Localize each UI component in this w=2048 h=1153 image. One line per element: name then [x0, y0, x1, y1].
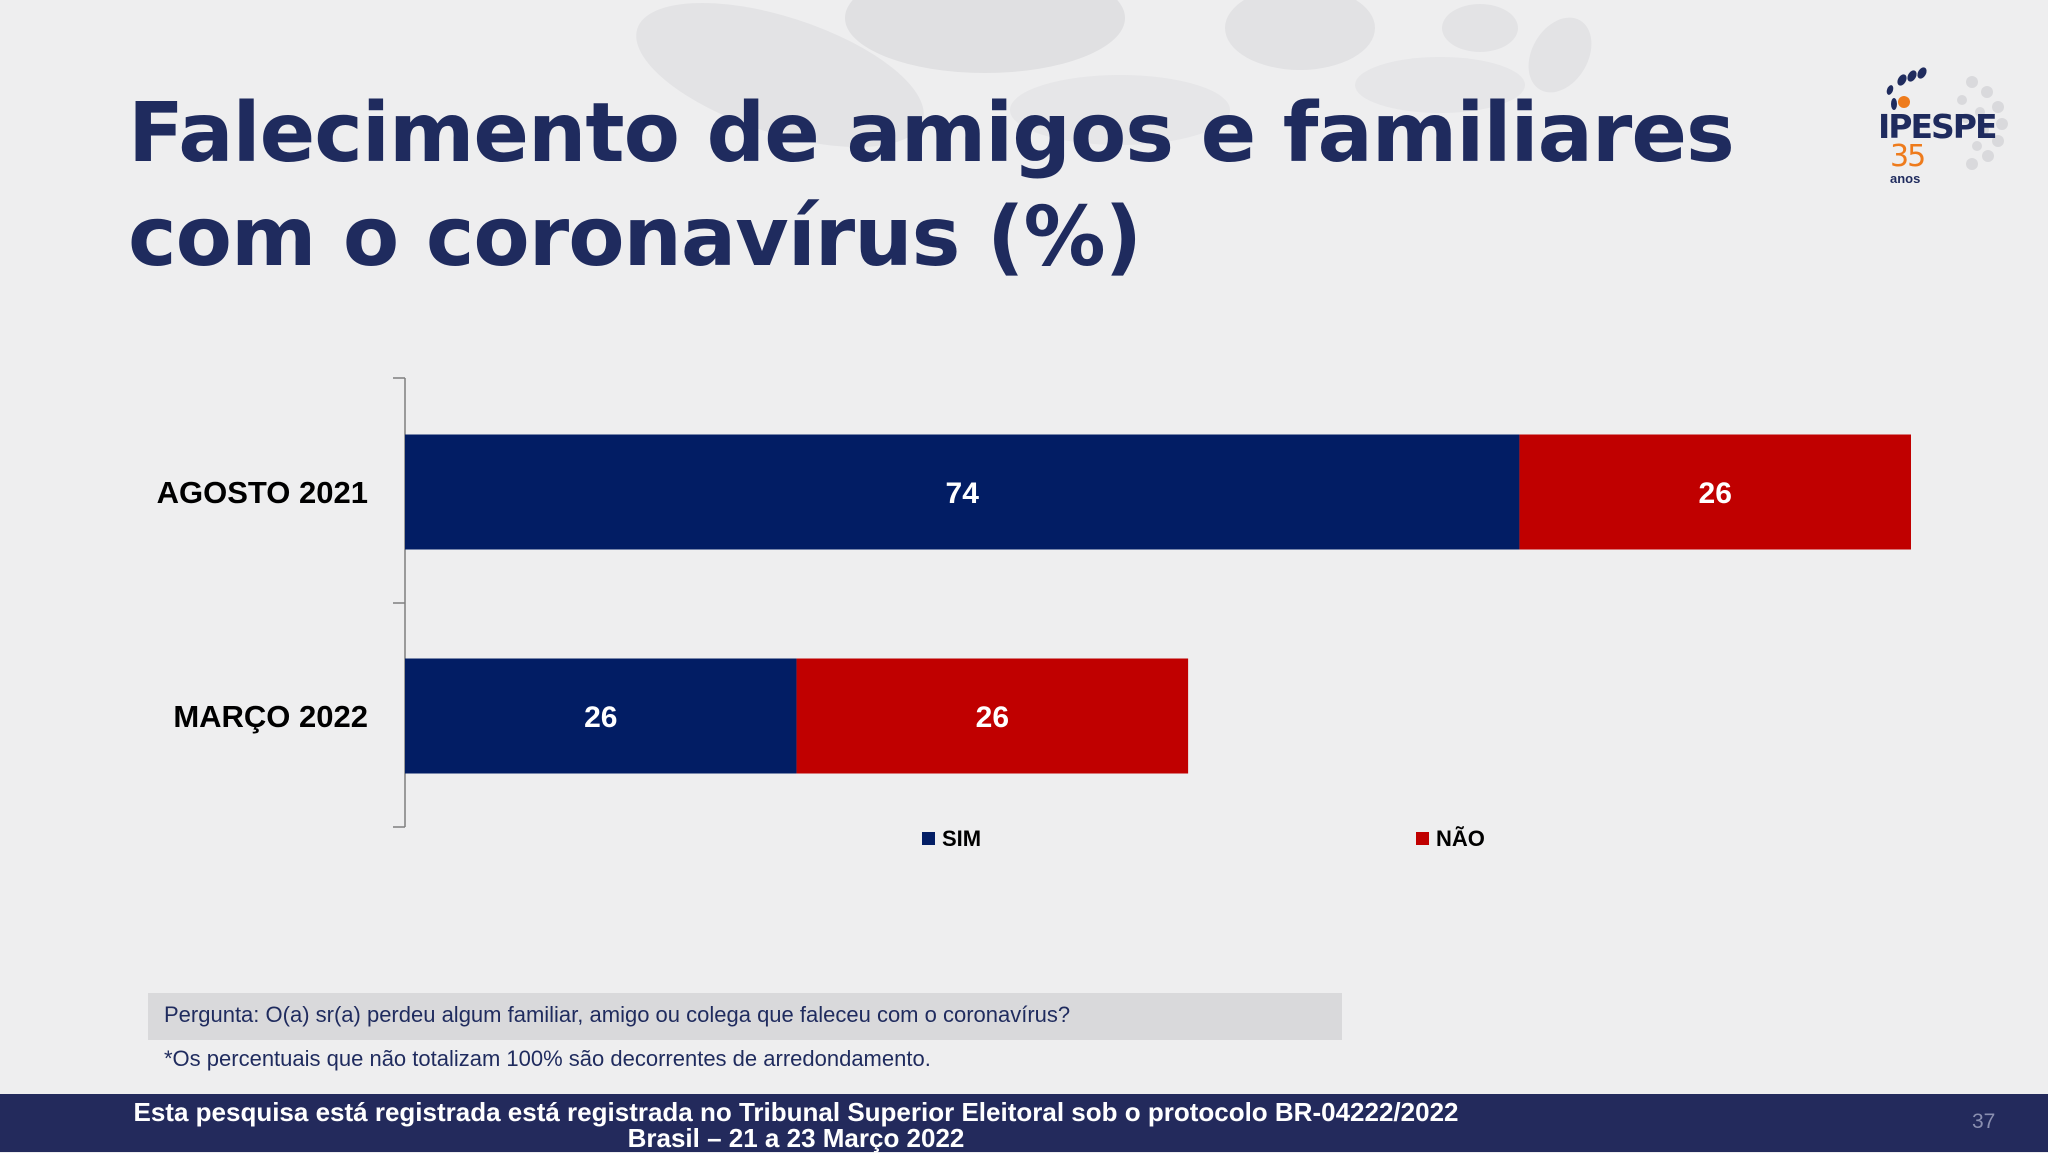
bar-sim — [405, 658, 797, 774]
question-box — [148, 993, 1342, 1040]
logo-number: 35 — [1890, 139, 1926, 174]
logo-name: IPESPE — [1878, 107, 1998, 146]
legend-label: SIM — [942, 826, 981, 851]
footer-registration: Esta pesquisa está registrada está regis… — [133, 1097, 1459, 1127]
footer-bar — [0, 1094, 2048, 1152]
bar-não — [796, 658, 1189, 774]
category-label: AGOSTO 2021 — [157, 475, 368, 510]
footer-date: Brasil – 21 a 23 Março 2022 — [627, 1123, 965, 1153]
bar-sim — [405, 434, 1520, 550]
background-decoration — [636, 0, 1592, 148]
legend-swatch — [1416, 832, 1429, 845]
legend-swatch — [922, 832, 935, 845]
ipespe-logo-icon — [1886, 67, 2008, 170]
title-line-1: Falecimento de amigos e familiares — [128, 86, 1735, 181]
legend-label: NÃO — [1436, 826, 1485, 851]
bar-não — [1519, 434, 1911, 550]
logo-subtitle: anos — [1890, 171, 1921, 186]
question-text: Pergunta: O(a) sr(a) perdeu algum famili… — [164, 1002, 1071, 1027]
data-label: 26 — [976, 701, 1009, 734]
data-label: 74 — [946, 477, 980, 510]
data-label: 26 — [1699, 477, 1732, 510]
rounding-note: *Os percentuais que não totalizam 100% s… — [164, 1046, 931, 1071]
page-title: Falecimento de amigos e familiares com o… — [128, 82, 1735, 290]
category-label: MARÇO 2022 — [173, 699, 368, 734]
data-label: 26 — [584, 701, 617, 734]
page-number: 37 — [1972, 1110, 1996, 1133]
stacked-bar-chart: AGOSTO 2021 74 26 MARÇO 2022 26 26 SIM NÃO — [157, 377, 1911, 851]
title-line-2: com o coronavírus (%) — [128, 190, 1142, 285]
